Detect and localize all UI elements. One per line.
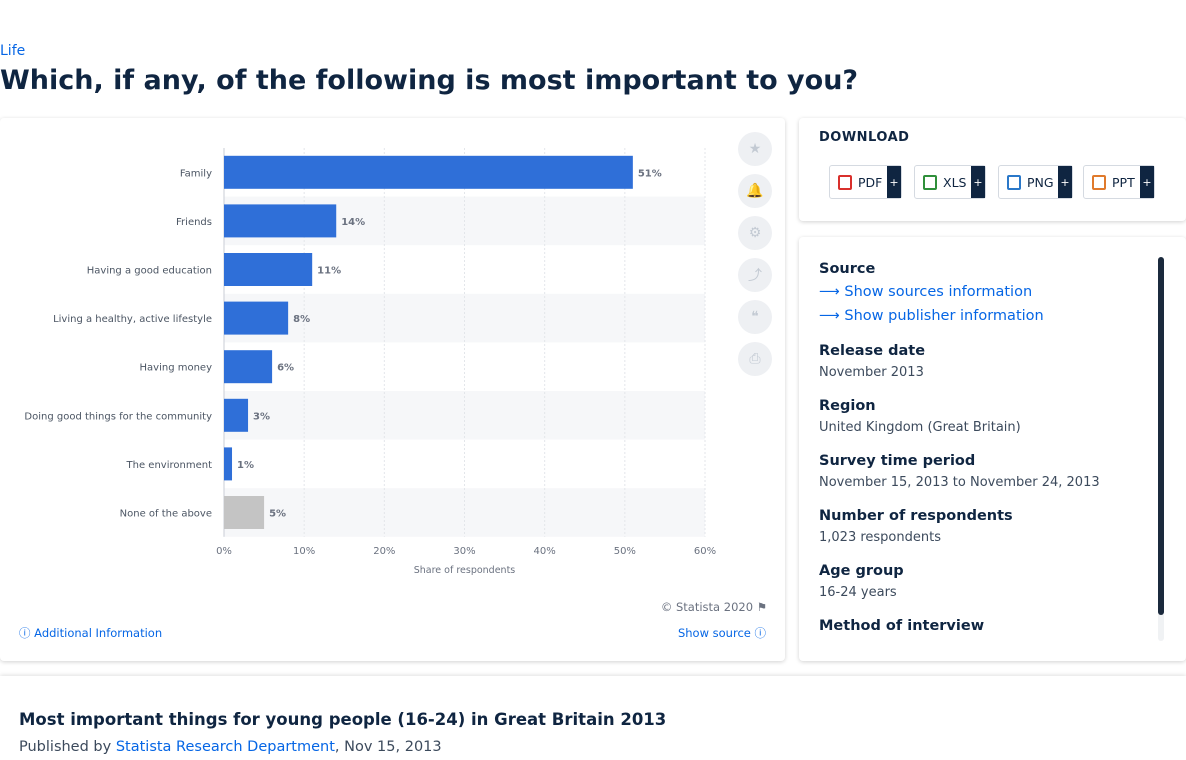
- category-label: Family: [180, 168, 212, 179]
- data-label: 11%: [317, 266, 341, 277]
- download-pdf-button[interactable]: PDF +: [829, 165, 902, 199]
- region-value: United Kingdom (Great Britain): [819, 420, 1021, 435]
- chart-panel: 0% 10% 20% 30% 40% 50% 60% Family 51% Friends 14% H…: [0, 118, 785, 661]
- bar: [224, 398, 249, 432]
- download-png-button[interactable]: PNG +: [998, 165, 1073, 199]
- category-label: The environment: [126, 460, 213, 471]
- plus-icon: +: [1058, 166, 1072, 198]
- data-label: 14%: [341, 217, 365, 228]
- published-by: Published by Statista Research Departmen…: [19, 739, 442, 755]
- plus-icon: +: [887, 166, 901, 198]
- data-label: 3%: [253, 411, 270, 422]
- show-source-link[interactable]: Show source ⓘ: [677, 626, 767, 640]
- download-panel: DOWNLOAD PDF + XLS + PNG + PPT +: [799, 118, 1186, 221]
- age-group-value: 16-24 years: [819, 585, 897, 600]
- print-button[interactable]: ⎙: [738, 342, 772, 376]
- region-heading: Region: [819, 398, 876, 414]
- category-label: Living a healthy, active lifestyle: [53, 314, 212, 325]
- category-label: Friends: [176, 217, 212, 228]
- category-label: Having money: [140, 363, 213, 374]
- download-ppt-button[interactable]: PPT +: [1083, 165, 1155, 199]
- data-label: 6%: [277, 363, 294, 374]
- data-label: 5%: [269, 509, 286, 520]
- gear-icon: ⚙: [748, 225, 762, 241]
- arrow-right-icon: ⟶: [819, 308, 840, 324]
- age-group-heading: Age group: [819, 563, 904, 579]
- download-title: DOWNLOAD: [819, 130, 910, 145]
- respondents-heading: Number of respondents: [819, 508, 1013, 524]
- x-tick-label: 10%: [293, 546, 315, 557]
- download-xls-button[interactable]: XLS +: [914, 165, 986, 199]
- source-heading: Source: [819, 261, 876, 277]
- x-tick-label: 40%: [534, 546, 556, 557]
- share-button[interactable]: ⤴: [738, 258, 772, 292]
- x-tick-label: 0%: [216, 546, 232, 557]
- x-tick-label: 50%: [614, 546, 636, 557]
- quote-icon: ❝: [751, 309, 759, 325]
- star-icon: ★: [748, 141, 762, 157]
- info-icon: ⓘ: [19, 626, 31, 640]
- copyright: © Statista 2020 ⚑: [660, 600, 767, 614]
- bar: [224, 155, 633, 189]
- bar-chart: 0% 10% 20% 30% 40% 50% 60% Family 51% Friends 14% H…: [24, 148, 716, 576]
- flag-icon[interactable]: ⚑: [756, 600, 767, 614]
- category-label: Doing good things for the community: [24, 411, 212, 422]
- bar: [224, 301, 289, 335]
- data-label: 51%: [638, 168, 662, 179]
- pdf-icon: [838, 174, 852, 190]
- gear-button[interactable]: ⚙: [738, 216, 772, 250]
- footer: [0, 676, 1186, 760]
- data-label: 1%: [237, 460, 254, 471]
- share-icon: ⤴: [748, 268, 762, 284]
- download-buttons: PDF + XLS + PNG + PPT +: [829, 165, 1169, 199]
- arrow-right-icon: ⟶: [819, 284, 840, 300]
- show-sources-link[interactable]: ⟶ Show sources information: [819, 284, 1033, 300]
- x-tick-label: 60%: [694, 546, 716, 557]
- xls-icon: [923, 174, 937, 190]
- survey-period-value: November 15, 2013 to November 24, 2013: [819, 475, 1100, 490]
- publisher-link[interactable]: Statista Research Department: [115, 739, 335, 755]
- bar: [224, 253, 313, 286]
- chart-tools: ★ 🔔 ⚙ ⤴ ❝ ⎙: [738, 132, 772, 384]
- show-publisher-link[interactable]: ⟶ Show publisher information: [819, 308, 1044, 324]
- bar: [224, 447, 233, 481]
- bell-icon: 🔔: [746, 183, 764, 199]
- x-tick-label: 30%: [453, 546, 475, 557]
- respondents-value: 1,023 respondents: [819, 530, 941, 545]
- category-label: None of the above: [120, 509, 212, 520]
- star-button[interactable]: ★: [738, 132, 772, 166]
- method-heading: Method of interview: [819, 618, 985, 634]
- row-band: [224, 391, 705, 440]
- bar: [224, 496, 265, 529]
- data-label: 8%: [293, 314, 310, 325]
- bell-button[interactable]: 🔔: [738, 174, 772, 208]
- info-icon: ⓘ: [754, 626, 767, 640]
- info-panel: Source ⟶ Show sources information ⟶ Show…: [799, 237, 1186, 661]
- release-date-value: November 2013: [819, 365, 924, 380]
- png-icon: [1007, 174, 1021, 190]
- bar: [224, 204, 337, 238]
- statistic-title: Most important things for young people (…: [19, 710, 667, 729]
- breadcrumb-life[interactable]: Life: [0, 43, 26, 59]
- quote-button[interactable]: ❝: [738, 300, 772, 334]
- page-title: Which, if any, of the following is most …: [0, 65, 859, 96]
- print-icon: ⎙: [749, 351, 761, 367]
- info-scrollbar[interactable]: [1158, 257, 1164, 641]
- plus-icon: +: [971, 166, 985, 198]
- survey-period-heading: Survey time period: [819, 453, 976, 469]
- x-axis-title: Share of respondents: [414, 565, 516, 576]
- scrollbar-thumb[interactable]: [1158, 257, 1164, 615]
- plus-icon: +: [1140, 166, 1154, 198]
- x-tick-label: 20%: [373, 546, 395, 557]
- additional-info-link[interactable]: ⓘ Additional Information: [19, 626, 163, 640]
- bar: [224, 350, 273, 384]
- category-label: Having a good education: [87, 266, 212, 277]
- release-date-heading: Release date: [819, 343, 926, 359]
- ppt-icon: [1092, 174, 1106, 190]
